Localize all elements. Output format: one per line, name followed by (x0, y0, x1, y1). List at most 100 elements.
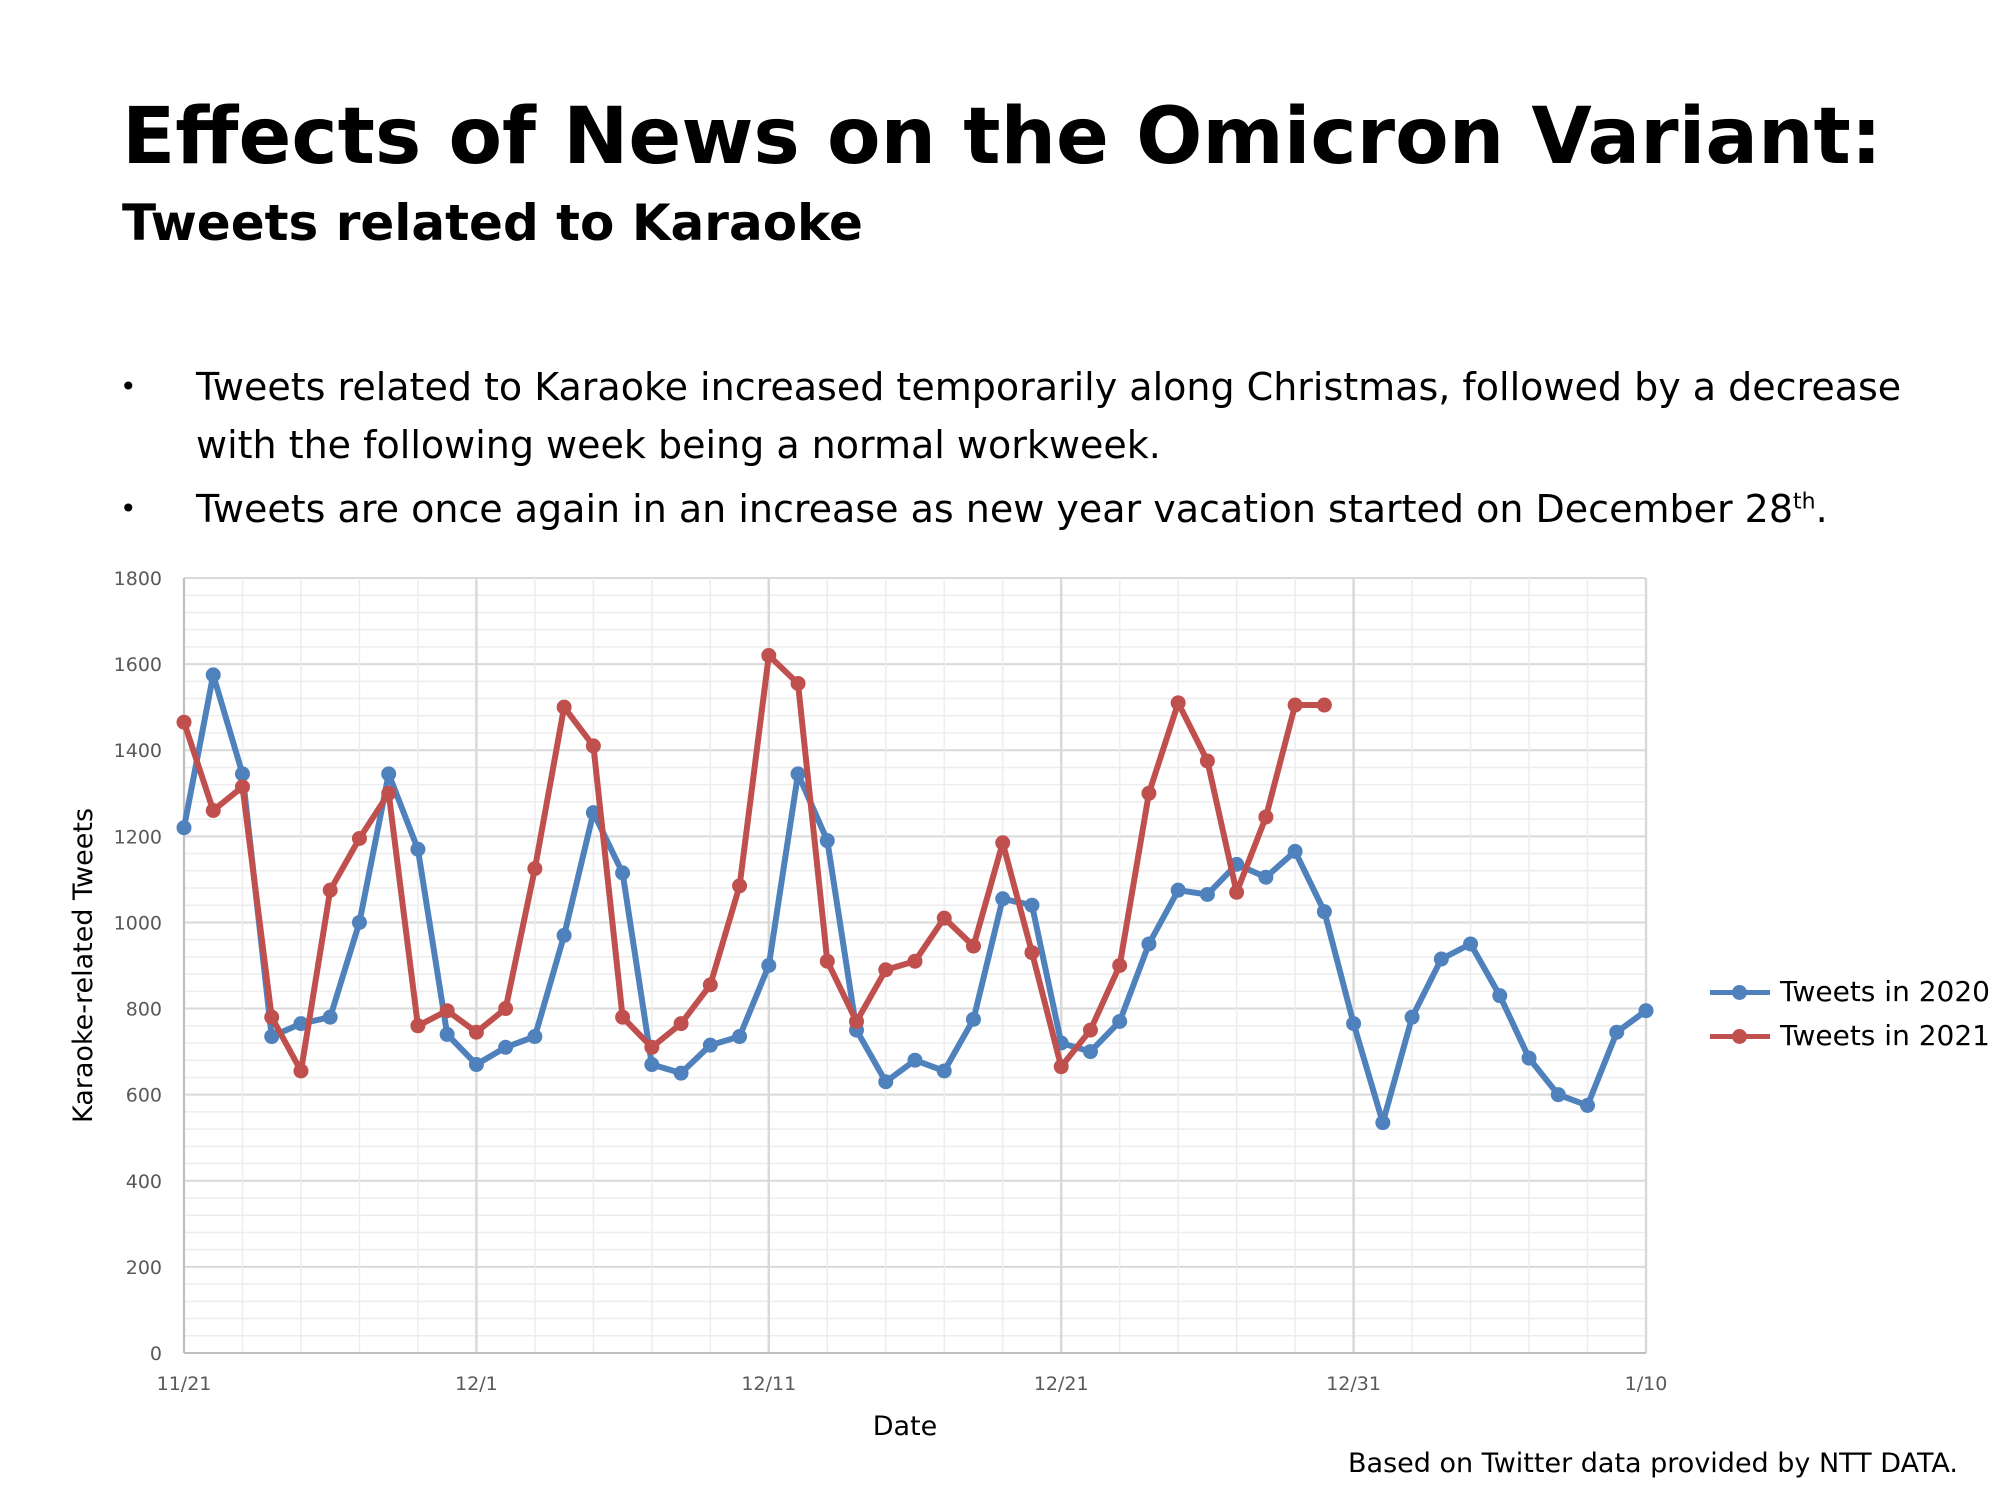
x-axis-title: Date (873, 1411, 938, 1442)
y-tick-label: 1200 (114, 826, 162, 848)
source-note: Based on Twitter data provided by NTT DA… (1348, 1448, 1958, 1479)
data-point (234, 779, 250, 795)
data-point (351, 914, 367, 930)
legend-label-2020: Tweets in 2020 (1780, 975, 1990, 1008)
data-point (1024, 897, 1040, 913)
x-tick-label: 11/21 (157, 1373, 212, 1395)
data-point (1141, 785, 1157, 801)
bullet-marker: • (120, 370, 137, 403)
data-point (819, 953, 835, 969)
legend-label-2021: Tweets in 2021 (1780, 1019, 1990, 1052)
data-point (673, 1065, 689, 1081)
data-point (527, 1029, 543, 1045)
legend-item-2020: Tweets in 2020 (1710, 970, 1990, 1014)
y-tick-label: 800 (126, 999, 162, 1021)
data-point (468, 1024, 484, 1040)
data-point (790, 675, 806, 691)
data-point (1024, 945, 1040, 961)
data-point (1170, 882, 1186, 898)
data-point (585, 738, 601, 754)
data-point (322, 1009, 338, 1025)
data-point (878, 1074, 894, 1090)
data-point (205, 803, 221, 818)
data-point (1229, 884, 1245, 900)
data-point (293, 1016, 309, 1032)
data-point (1521, 1050, 1537, 1066)
data-point (468, 1057, 484, 1073)
data-point (1082, 1044, 1098, 1060)
data-point (644, 1039, 660, 1055)
x-tick-label: 12/21 (1034, 1373, 1089, 1395)
data-point (1112, 958, 1128, 973)
data-point (1082, 1022, 1098, 1038)
data-point (702, 977, 718, 993)
data-point (322, 882, 338, 898)
data-point (410, 1018, 426, 1034)
data-point (1580, 1097, 1596, 1113)
bullet-list: • Tweets related to Karaoke increased te… (120, 358, 1920, 544)
data-point (439, 1003, 455, 1019)
bullet-superscript: th (1793, 489, 1816, 515)
data-point (1346, 1016, 1362, 1032)
data-point (556, 927, 572, 943)
data-point (849, 1013, 865, 1029)
data-point (1258, 869, 1274, 885)
y-tick-label: 1800 (114, 568, 162, 590)
y-tick-label: 1600 (114, 654, 162, 676)
data-point (1053, 1059, 1069, 1075)
data-point (878, 962, 894, 978)
bullet-item: • Tweets are once again in an increase a… (120, 480, 1920, 538)
data-point (1492, 988, 1508, 1004)
data-point (1258, 809, 1274, 825)
legend-item-2021: Tweets in 2021 (1710, 1014, 1990, 1058)
data-point (1609, 1024, 1625, 1040)
legend-marker-2021 (1732, 1029, 1747, 1044)
data-point (907, 953, 923, 969)
y-tick-label: 400 (126, 1171, 162, 1193)
data-point (176, 820, 192, 836)
data-point (761, 648, 777, 663)
data-point (965, 1011, 981, 1027)
page-title: Effects of News on the Omicron Variant: (122, 92, 1882, 182)
data-point (790, 766, 806, 782)
data-point (732, 878, 748, 894)
data-point (527, 861, 543, 877)
data-point (556, 699, 572, 715)
data-point (1170, 695, 1186, 711)
data-point (1287, 697, 1303, 713)
data-point (264, 1009, 280, 1025)
y-tick-label: 600 (126, 1085, 162, 1107)
series-2020 (176, 667, 1654, 1131)
x-tick-label: 12/1 (455, 1373, 498, 1395)
data-point (1550, 1087, 1566, 1103)
page-subtitle: Tweets related to Karaoke (122, 194, 863, 252)
data-point (176, 714, 192, 730)
data-point (439, 1026, 455, 1042)
data-point (1375, 1115, 1391, 1131)
data-point (907, 1052, 923, 1068)
bullet-text: Tweets related to Karaoke increased temp… (196, 365, 1902, 467)
data-point (1199, 753, 1215, 769)
data-point (1199, 886, 1215, 902)
data-point (585, 805, 601, 821)
data-point (351, 830, 367, 846)
data-point (381, 785, 397, 801)
data-point (1141, 936, 1157, 952)
data-point (936, 910, 952, 926)
data-point (1433, 951, 1449, 967)
data-point (615, 865, 631, 881)
data-point (1316, 904, 1332, 920)
y-tick-label: 1000 (114, 912, 162, 934)
data-point (732, 1029, 748, 1045)
data-point (615, 1009, 631, 1025)
data-point (205, 667, 221, 683)
data-point (1287, 843, 1303, 859)
data-point (761, 958, 777, 973)
data-point (1638, 1003, 1654, 1019)
data-point (1463, 936, 1479, 952)
series-2021 (176, 648, 1332, 1079)
y-tick-label: 0 (150, 1343, 162, 1365)
data-point (936, 1063, 952, 1079)
data-point (498, 1001, 514, 1017)
